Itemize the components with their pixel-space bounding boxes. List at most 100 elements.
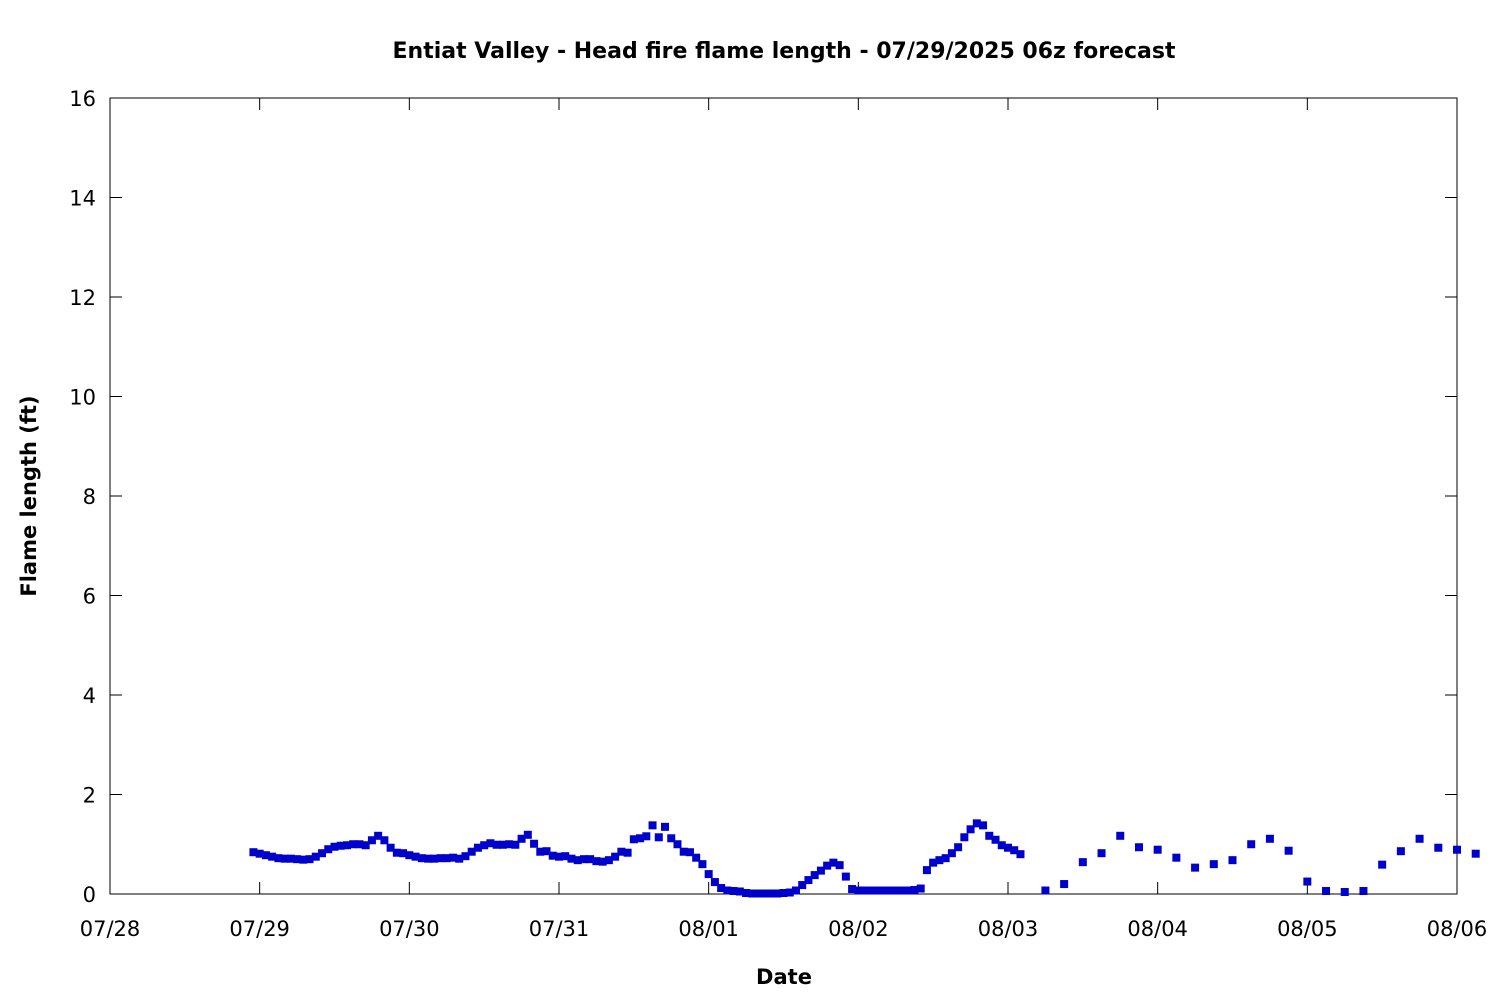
data-point (667, 834, 676, 843)
data-point (555, 852, 563, 861)
data-point (405, 851, 414, 860)
data-point (685, 848, 694, 857)
data-point (1378, 860, 1387, 869)
data-point (897, 886, 906, 895)
data-point (473, 843, 482, 852)
data-point (916, 884, 925, 893)
data-point (386, 843, 395, 852)
y-tick-label: 6 (83, 585, 96, 609)
x-axis-label: Date (756, 965, 812, 989)
data-point (891, 886, 900, 895)
data-point (1322, 887, 1331, 896)
data-point (966, 825, 975, 834)
data-point (985, 831, 994, 840)
data-point (1415, 834, 1424, 843)
data-point (1041, 886, 1050, 895)
data-point (1153, 845, 1162, 854)
x-tick-label: 08/06 (1427, 917, 1488, 941)
data-point (629, 835, 638, 844)
data-point (829, 858, 838, 867)
data-point (1247, 840, 1256, 849)
data-point (336, 841, 345, 850)
data-point (742, 889, 751, 898)
data-point (380, 836, 389, 845)
data-point (567, 854, 576, 863)
data-point (523, 830, 532, 839)
data-point (754, 889, 763, 898)
data-point (866, 886, 875, 895)
y-tick-label: 4 (83, 684, 96, 708)
data-point (954, 843, 963, 852)
data-point (648, 821, 657, 830)
data-point (1396, 847, 1405, 856)
data-point (960, 833, 969, 842)
data-point (486, 839, 495, 848)
data-point (1010, 846, 1019, 855)
data-point (1004, 843, 1012, 852)
x-tick-label: 08/02 (828, 917, 889, 941)
data-point (679, 847, 688, 856)
data-point (835, 861, 844, 870)
data-point (342, 841, 351, 850)
data-point (860, 886, 869, 895)
data-point (436, 854, 445, 863)
data-point (280, 854, 289, 863)
data-point (816, 866, 825, 875)
y-tick-label: 10 (69, 386, 96, 410)
x-axis: 07/28 07/29 07/30 07/31 08/01 08/02 08/03 08/04… (80, 98, 1488, 941)
data-point (330, 842, 339, 851)
plot-frame (109, 97, 1458, 895)
data-point (579, 855, 588, 864)
data-point (561, 852, 570, 861)
x-tick-label: 08/03 (978, 917, 1039, 941)
data-point (455, 854, 464, 863)
data-series (249, 819, 1480, 898)
data-point (598, 857, 607, 866)
data-point (723, 886, 732, 895)
data-point (492, 840, 501, 849)
data-point (1172, 853, 1181, 862)
data-point (461, 852, 470, 861)
data-point (424, 854, 433, 863)
data-point (1471, 849, 1480, 858)
data-point (1434, 843, 1443, 852)
x-tick-label: 08/05 (1277, 917, 1338, 941)
data-point (1340, 888, 1349, 897)
data-point (430, 854, 439, 863)
data-point (586, 855, 595, 864)
data-point (922, 866, 931, 875)
data-point (941, 854, 950, 863)
data-point (399, 849, 408, 858)
data-point (947, 849, 956, 858)
data-point (841, 872, 850, 881)
data-point (249, 848, 258, 857)
y-tick-label: 12 (69, 286, 96, 310)
data-point (636, 834, 645, 843)
data-point (511, 840, 520, 849)
y-axis: 0 2 4 6 8 10 12 14 16 (69, 87, 1457, 907)
data-point (255, 849, 264, 858)
data-point (735, 887, 744, 896)
data-point (773, 889, 782, 898)
y-tick-label: 0 (83, 883, 96, 907)
data-point (286, 854, 295, 863)
data-point (785, 888, 794, 897)
y-tick-label: 14 (69, 187, 96, 211)
data-point (324, 845, 333, 854)
data-point (274, 854, 283, 863)
data-point (798, 881, 807, 890)
data-point (361, 841, 370, 850)
data-point (318, 849, 327, 858)
data-point (617, 847, 626, 856)
data-point (791, 886, 800, 895)
data-point (268, 852, 277, 861)
data-point (804, 876, 813, 885)
x-tick-label: 08/01 (678, 917, 739, 941)
data-point (710, 878, 719, 887)
data-point (592, 857, 601, 866)
data-point (548, 851, 557, 860)
data-point (1016, 850, 1025, 859)
data-point (810, 871, 819, 880)
data-point (480, 841, 489, 850)
